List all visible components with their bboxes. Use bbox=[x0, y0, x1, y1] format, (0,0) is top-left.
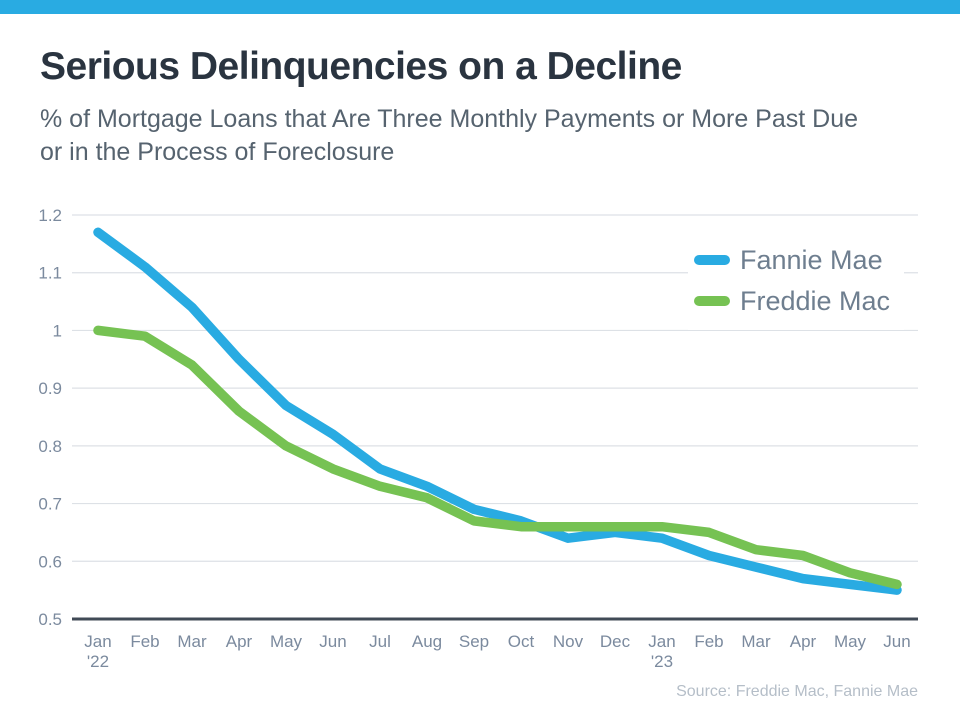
page-title: Serious Delinquencies on a Decline bbox=[40, 45, 682, 88]
y-tick-label: 1.1 bbox=[38, 264, 62, 283]
x-tick-label: Apr bbox=[226, 632, 253, 651]
top-accent-bar bbox=[0, 0, 960, 14]
x-tick-label: Feb bbox=[694, 632, 723, 651]
page-subtitle-line-2: or in the Process of Foreclosure bbox=[40, 137, 395, 166]
legend-label-fannie-mae: Fannie Mae bbox=[740, 244, 883, 275]
y-tick-label: 0.5 bbox=[38, 610, 62, 629]
y-tick-label: 0.6 bbox=[38, 552, 62, 571]
x-tick-label: Oct bbox=[508, 632, 535, 651]
x-tick-label: Mar bbox=[741, 632, 771, 651]
chart-legend: Fannie Mae Freddie Mac bbox=[688, 232, 905, 330]
series-line-freddie-mac bbox=[93, 325, 902, 590]
y-tick-label: 1.2 bbox=[38, 206, 62, 225]
x-tick-label: Jan '22 bbox=[84, 632, 111, 671]
chart-header: Serious Delinquencies on a Decline % of … bbox=[40, 45, 930, 169]
x-tick-label: Sep bbox=[459, 632, 489, 651]
y-tick-label: 0.8 bbox=[38, 437, 62, 456]
x-tick-label: Jun bbox=[883, 632, 910, 651]
page-subtitle: % of Mortgage Loans that Are Three Month… bbox=[40, 103, 930, 169]
x-tick-label: Dec bbox=[600, 632, 631, 651]
x-tick-label: Apr bbox=[790, 632, 817, 651]
y-tick-label: 0.9 bbox=[38, 379, 62, 398]
legend-label-freddie-mac: Freddie Mac bbox=[740, 285, 891, 316]
legend-item-freddie-mac: Freddie Mac bbox=[694, 282, 890, 320]
fannie-mae-swatch-icon bbox=[694, 255, 730, 265]
source-attribution: Source: Freddie Mac, Fannie Mae bbox=[676, 683, 918, 700]
x-tick-label: Feb bbox=[130, 632, 159, 651]
legend-item-fannie-mae: Fannie Mae bbox=[694, 241, 890, 279]
x-tick-label: Jul bbox=[369, 632, 391, 651]
x-tick-label: May bbox=[270, 632, 303, 651]
y-tick-label: 0.7 bbox=[38, 495, 62, 514]
x-tick-label: Aug bbox=[412, 632, 442, 651]
y-tick-label: 1 bbox=[53, 321, 62, 340]
page-subtitle-line-1: % of Mortgage Loans that Are Three Month… bbox=[40, 104, 859, 133]
x-tick-label: Jun bbox=[319, 632, 346, 651]
x-tick-label: Jan '23 bbox=[648, 632, 675, 671]
series-line-fannie-mae bbox=[93, 227, 902, 595]
x-tick-label: Nov bbox=[553, 632, 584, 651]
x-tick-label: Mar bbox=[177, 632, 207, 651]
x-tick-label: May bbox=[834, 632, 867, 651]
freddie-mac-swatch-icon bbox=[694, 296, 730, 306]
